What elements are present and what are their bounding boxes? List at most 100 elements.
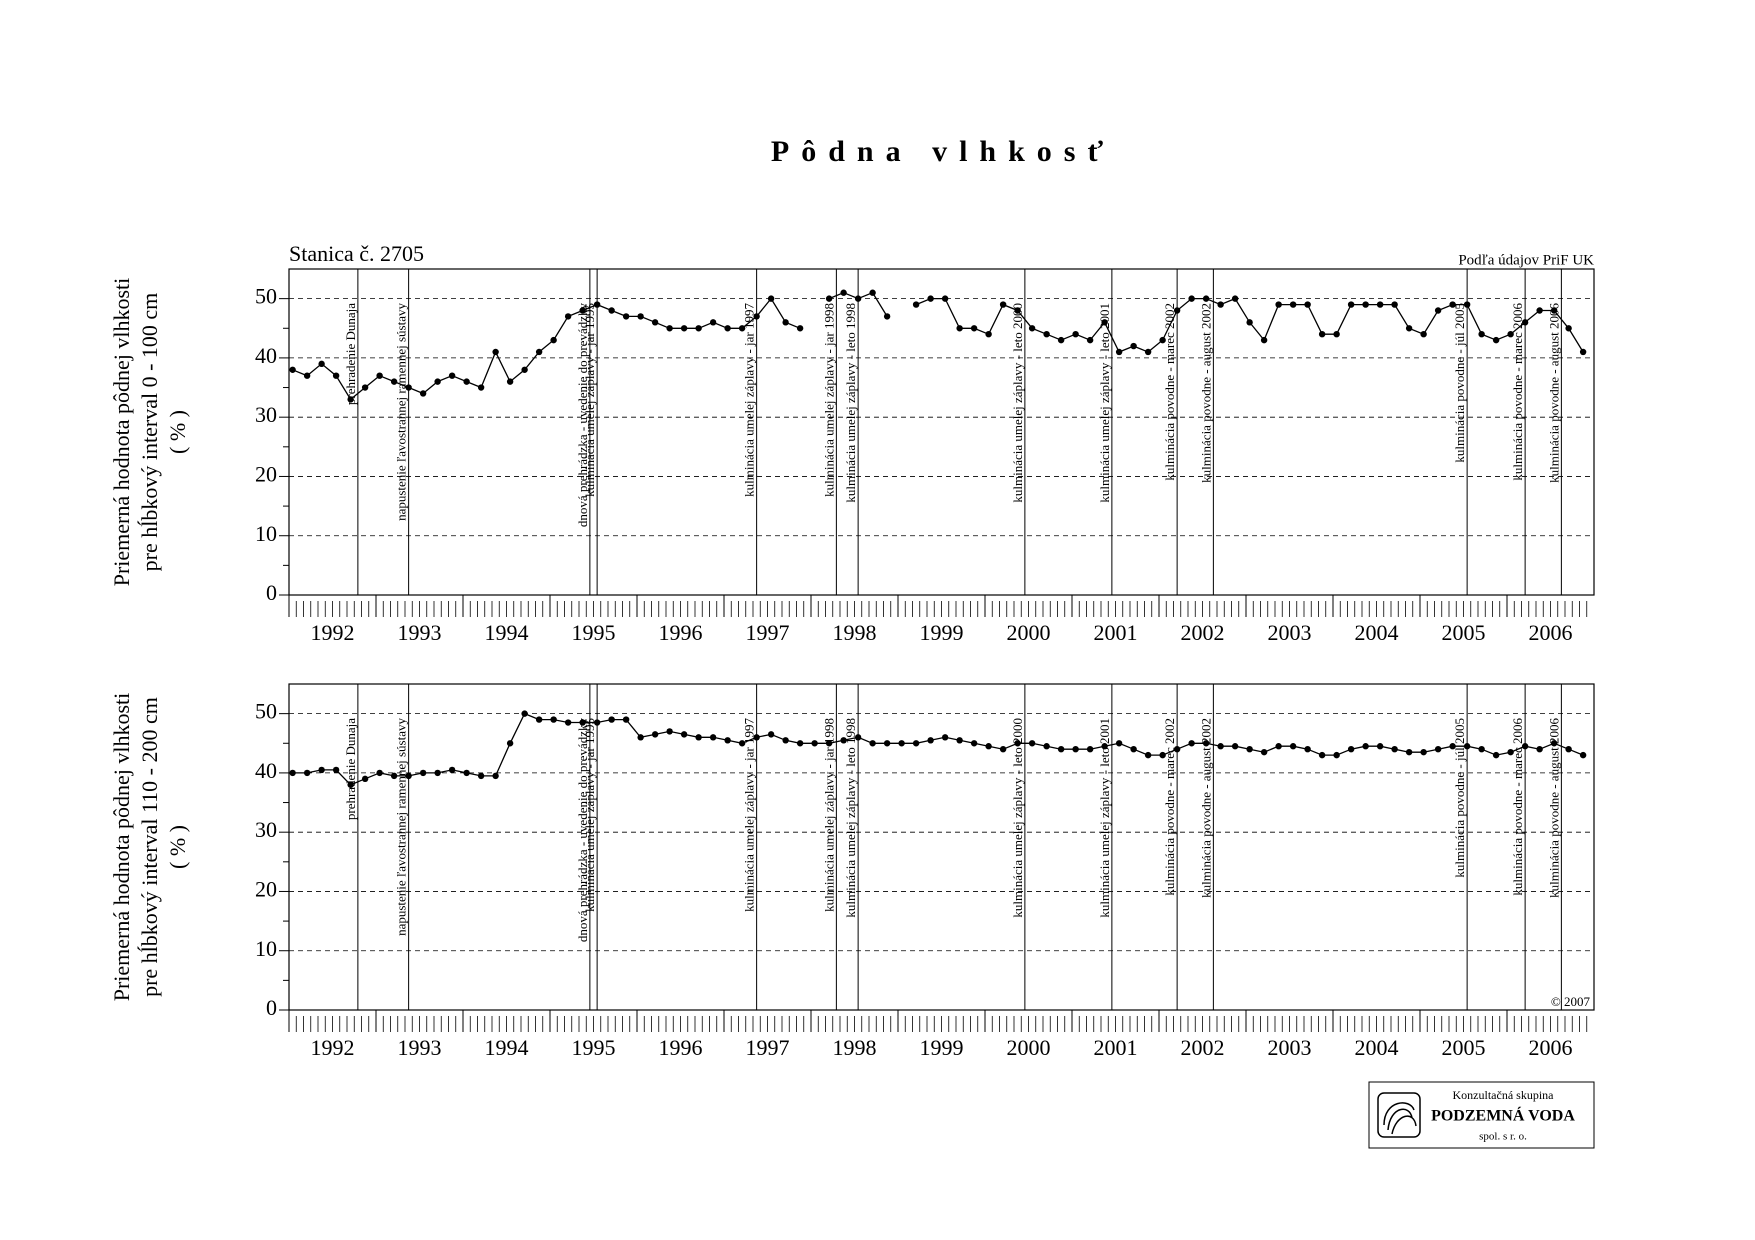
y-tick-label: 50 — [255, 284, 277, 309]
data-point — [1115, 348, 1123, 356]
event-label: napustenie ľavostrannej ramennej sústavy — [394, 718, 409, 936]
data-point — [782, 319, 789, 326]
data-point — [535, 716, 543, 723]
event-label: kulminácia povodne - august 2002 — [1198, 718, 1213, 898]
x-tick-label: 1993 — [398, 1035, 442, 1060]
data-point — [1028, 325, 1036, 332]
x-tick-label: 1995 — [572, 1035, 616, 1060]
data-point — [1492, 751, 1500, 759]
data-point — [724, 737, 731, 744]
data-point — [1420, 331, 1427, 338]
logo-line: PODZEMNÁ VODA — [1431, 1106, 1575, 1125]
event-label: prehradenie Dunaja — [343, 718, 358, 820]
event-label: kulminácia umelej záplavy - jar 1998 — [821, 303, 836, 497]
data-point — [463, 769, 470, 777]
x-tick-label: 1996 — [659, 620, 703, 645]
data-point — [550, 336, 557, 344]
event-label: kulminácia povodne - marec 2002 — [1162, 303, 1177, 481]
data-point — [1202, 295, 1210, 302]
x-tick-label: 2003 — [1268, 1035, 1312, 1060]
x-tick-label: 1992 — [311, 620, 355, 645]
x-tick-label: 1995 — [572, 620, 616, 645]
data-point — [709, 319, 717, 326]
event-label: kulminácia povodne - marec 2002 — [1162, 718, 1177, 896]
data-point — [347, 781, 354, 788]
data-point — [869, 740, 876, 747]
data-point — [1246, 319, 1253, 326]
data-point — [318, 766, 325, 774]
x-tick-label: 2006 — [1529, 1035, 1573, 1060]
data-point — [1072, 331, 1079, 338]
data-point — [883, 313, 891, 320]
data-point — [1362, 743, 1369, 750]
data-point — [390, 378, 398, 385]
data-point — [999, 746, 1007, 753]
data-point — [361, 384, 369, 391]
data-point — [405, 384, 412, 391]
y-tick-label: 50 — [255, 699, 277, 724]
data-point — [1362, 301, 1369, 308]
data-point — [1318, 751, 1326, 759]
logo: Konzultačná skupina PODZEMNÁ VODA spol. … — [1368, 1081, 1595, 1149]
data-point — [593, 301, 601, 308]
data-point — [738, 325, 746, 332]
data-point — [724, 325, 731, 332]
data-point — [593, 719, 601, 726]
data-point — [1289, 301, 1297, 308]
x-tick-label: 2005 — [1442, 1035, 1486, 1060]
data-point — [1188, 740, 1195, 747]
data-point — [796, 325, 804, 332]
data-point — [680, 731, 688, 738]
copyright: © 2007 — [1551, 994, 1591, 1009]
x-tick-label: 1997 — [746, 1035, 790, 1060]
event-label: kulminácia povodne - júl 2005 — [1452, 303, 1467, 463]
data-point — [811, 740, 818, 747]
x-tick-label: 2001 — [1094, 1035, 1138, 1060]
data-point — [1014, 740, 1021, 747]
data-point — [1231, 743, 1239, 750]
data-point — [434, 378, 441, 385]
data-point — [463, 378, 470, 385]
event-label: kulminácia povodne - august 2002 — [1198, 303, 1213, 483]
data-point — [492, 348, 499, 356]
x-tick-label: 1994 — [485, 1035, 529, 1060]
data-point — [376, 372, 383, 379]
data-point — [999, 301, 1007, 308]
x-tick-label: 1996 — [659, 1035, 703, 1060]
data-point — [332, 372, 340, 379]
data-point — [1347, 746, 1355, 753]
x-tick-label: 2001 — [1094, 620, 1138, 645]
data-point — [390, 772, 398, 780]
data-point — [608, 307, 615, 314]
data-point — [1420, 748, 1427, 756]
event-label: napustenie ľavostrannej ramennej sústavy — [394, 303, 409, 521]
data-point — [651, 731, 659, 738]
data-point — [1478, 331, 1485, 338]
event-label: kulminácia povodne - august 2006 — [1546, 718, 1561, 898]
data-point — [361, 775, 369, 783]
y-tick-label: 20 — [255, 877, 277, 902]
data-point — [303, 769, 311, 777]
y-tick-label: 20 — [255, 462, 277, 487]
data-point — [1536, 746, 1543, 753]
data-point — [1376, 301, 1384, 308]
y-tick-label: 40 — [255, 758, 277, 783]
data-point — [695, 325, 702, 332]
data-point — [318, 360, 325, 368]
x-tick-label: 2004 — [1355, 620, 1399, 645]
data-point — [1376, 743, 1384, 750]
data-point — [1463, 301, 1471, 308]
x-tick-label: 2004 — [1355, 1035, 1399, 1060]
logo-line: Konzultačná skupina — [1453, 1088, 1555, 1102]
data-point — [1217, 743, 1224, 750]
data-point — [492, 772, 499, 780]
x-tick-label: 1999 — [920, 620, 964, 645]
y-tick-label: 0 — [266, 580, 277, 605]
logo-frame — [1368, 1081, 1595, 1149]
data-point — [1347, 301, 1355, 308]
data-point — [1318, 331, 1326, 338]
station-label: Stanica č. 2705 — [289, 241, 424, 266]
data-point — [970, 325, 978, 332]
data-point — [1478, 746, 1485, 753]
data-point — [1217, 301, 1224, 308]
